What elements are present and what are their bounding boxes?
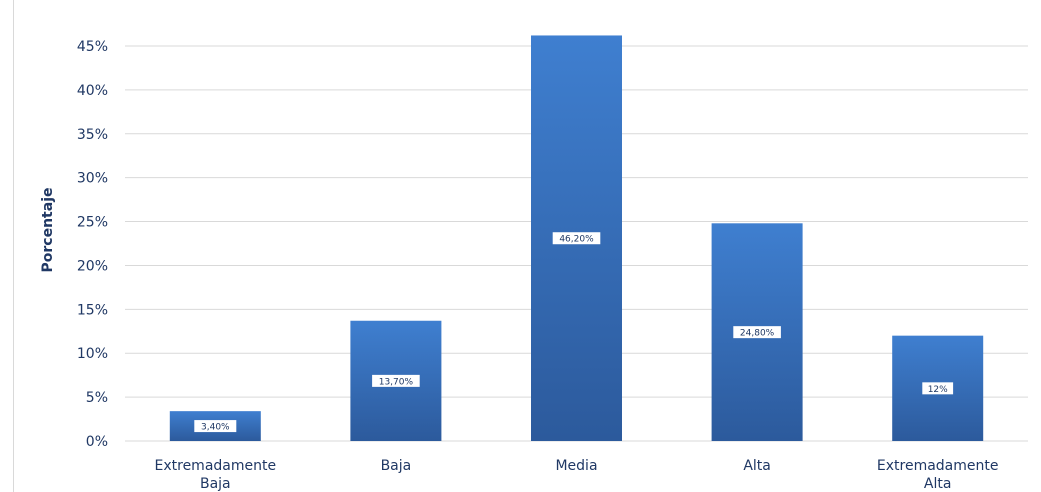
x-tick-label: Alta (743, 458, 771, 474)
data-label: 13,70% (379, 377, 414, 387)
y-tick-label: 10% (77, 346, 108, 362)
y-tick-label: 0% (86, 434, 108, 450)
left-divider (13, 0, 14, 492)
y-tick-label: 15% (77, 302, 108, 318)
data-label-box (922, 382, 954, 395)
y-tick-label: 35% (77, 127, 108, 143)
x-tick-label: Baja (381, 458, 412, 474)
x-tick-label: Extremadamente (155, 458, 277, 474)
y-tick-label: 20% (77, 258, 108, 274)
data-label: 3,40% (201, 423, 230, 433)
x-tick-label: Media (555, 458, 597, 474)
y-axis-label: Porcentaje (40, 188, 56, 273)
y-tick-label: 30% (77, 171, 108, 187)
y-tick-label: 25% (77, 215, 108, 231)
y-tick-label: 40% (77, 83, 108, 99)
data-label-box (733, 326, 781, 339)
x-tick-label: Baja (200, 476, 231, 492)
data-label: 46,20% (559, 235, 594, 245)
x-tick-label: Alta (924, 476, 952, 492)
y-tick-label: 45% (77, 39, 108, 55)
data-label-box (194, 420, 237, 433)
x-tick-label: Extremadamente (877, 458, 999, 474)
data-label-box (372, 374, 420, 387)
data-label-box (552, 232, 601, 245)
data-label: 12% (928, 385, 948, 395)
data-label: 24,80% (740, 329, 775, 339)
y-tick-label: 5% (86, 390, 108, 406)
